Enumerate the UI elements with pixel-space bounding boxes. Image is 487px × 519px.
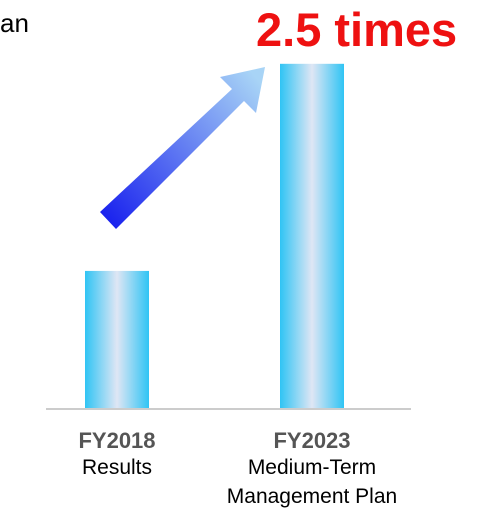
growth-arrow-icon xyxy=(100,67,265,229)
bar-fy2018 xyxy=(85,270,149,409)
tick-sublabel: Medium-Term xyxy=(247,456,377,479)
tick-label: FY2023 xyxy=(273,428,351,453)
tick-sublabel: Management Plan xyxy=(226,485,398,508)
partial-heading-text: an xyxy=(0,8,29,38)
growth-callout: 2.5 times xyxy=(256,3,458,56)
bars-layer xyxy=(85,63,344,410)
tick-label: FY2018 xyxy=(78,428,156,453)
category-label-fy2023: FY2023 Medium-Term Management Plan xyxy=(202,428,422,511)
bar-fy2023 xyxy=(280,63,344,410)
category-label-fy2018: FY2018 Results xyxy=(7,428,227,482)
tick-sublabel: Results xyxy=(81,456,153,479)
